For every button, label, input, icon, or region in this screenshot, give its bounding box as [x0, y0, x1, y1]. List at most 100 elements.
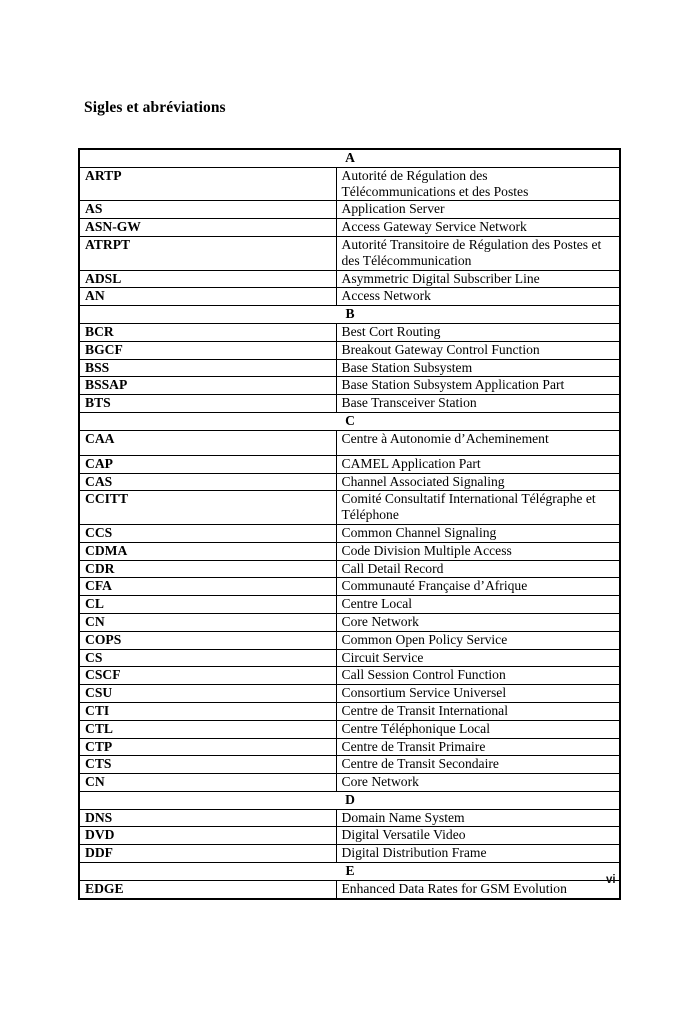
table-row: AS Application Server [78, 200, 621, 220]
table-row: CTS Centre de Transit Secondaire [78, 755, 621, 775]
table-row: COPS Common Open Policy Service [78, 630, 621, 650]
definition-cell: Comité Consultatif International Télégra… [335, 490, 621, 525]
definition-cell: Enhanced Data Rates for GSM Evolution [335, 879, 621, 900]
definition-cell: Centre de Transit Primaire [335, 737, 621, 757]
definition-cell: Autorité Transitoire de Régulation des P… [335, 235, 621, 271]
table-row: BGCF Breakout Gateway Control Function [78, 340, 621, 360]
acronym-cell: CSCF [78, 666, 337, 686]
acronym-cell: ARTP [78, 166, 337, 202]
definition-line: Circuit Service [341, 649, 424, 665]
table-row: ASN-GW Access Gateway Service Network [78, 218, 621, 237]
table-row: CCS Common Channel Signaling [78, 523, 621, 543]
definition-line: Base Station Subsystem Application Part [341, 377, 565, 393]
acronym-cell: DNS [78, 808, 337, 828]
definition-cell: Breakout Gateway Control Function [335, 340, 621, 360]
definition-line: Comité Consultatif International Télégra… [341, 491, 596, 507]
definition-line: Centre de Transit Primaire [341, 738, 486, 754]
definition-line: CAMEL Application Part [341, 455, 481, 471]
table-row: CSU Consortium Service Universel [78, 684, 621, 703]
table-row: EDGE Enhanced Data Rates for GSM Evolutio… [78, 879, 621, 900]
section-letter: B [78, 305, 621, 324]
definition-line: Enhanced Data Rates for GSM Evolution [341, 880, 567, 896]
definition-cell: Access Gateway Service Network [335, 218, 621, 237]
table-row: DDF Digital Distribution Frame [78, 844, 621, 864]
definition-line: Centre de Transit International [341, 702, 509, 718]
acronym-cell: COPS [78, 630, 337, 650]
acronym-cell: CAP [78, 454, 337, 474]
definition-line: Access Network [341, 288, 431, 304]
acronym-cell: CN [78, 612, 337, 632]
acronym-cell: CFA [78, 577, 337, 597]
acronym-cell: DVD [78, 826, 337, 846]
definition-cell: Channel Associated Signaling [335, 472, 621, 492]
definition-cell: Circuit Service [335, 648, 621, 668]
definition-cell: Common Open Policy Service [335, 630, 621, 650]
definition-cell: Base Station Subsystem [335, 358, 621, 378]
table-row: CN Core Network [78, 612, 621, 632]
definition-line: Breakout Gateway Control Function [341, 341, 540, 357]
definition-line: Communauté Française d’Afrique [341, 578, 528, 594]
acronym-cell: BSSAP [78, 376, 337, 396]
acronym-cell: BTS [78, 394, 337, 413]
definition-cell: Code Division Multiple Access [335, 541, 621, 561]
table-row: CTP Centre de Transit Primaire [78, 737, 621, 757]
section-header-row: A [78, 148, 621, 168]
acronym-cell: CTS [78, 755, 337, 775]
definition-cell: Centre Local [335, 595, 621, 614]
acronym-cell: CCS [78, 523, 337, 543]
section-letter: D [78, 790, 621, 810]
definition-line: Core Network [341, 613, 419, 629]
definition-cell: Call Session Control Function [335, 666, 621, 686]
table-row: ADSL Asymmetric Digital Subscriber Line [78, 269, 621, 289]
table-row: CTI Centre de Transit International [78, 701, 621, 721]
acronym-cell: EDGE [78, 879, 337, 900]
definition-cell: Centre à Autonomie d’Acheminement [335, 429, 621, 456]
definition-cell: Centre de Transit Secondaire [335, 755, 621, 775]
definition-line: Core Network [341, 774, 419, 790]
definition-line: Common Channel Signaling [341, 524, 497, 540]
definition-line: Common Open Policy Service [341, 631, 508, 647]
definition-cell: Domain Name System [335, 808, 621, 828]
definition-line: Digital Versatile Video [341, 827, 466, 843]
section-header-row: D [78, 790, 621, 810]
table-row: CS Circuit Service [78, 648, 621, 668]
acronym-cell: DDF [78, 844, 337, 864]
acronym-cell: AS [78, 200, 337, 220]
definition-cell: CAMEL Application Part [335, 454, 621, 474]
definition-cell: Digital Versatile Video [335, 826, 621, 846]
abbreviations-table: A ARTP Autorité de Régulation des Télécommu… [78, 148, 622, 900]
definition-cell: Core Network [335, 612, 621, 632]
table-row: ARTP Autorité de Régulation des Télécommun… [78, 166, 621, 202]
definition-cell: Centre de Transit International [335, 701, 621, 721]
abbreviations-table-body: A ARTP Autorité de Régulation des Télécommu… [78, 148, 621, 900]
definition-cell: Common Channel Signaling [335, 523, 621, 543]
definition-line: des Télécommunication [341, 252, 472, 268]
definition-cell: Autorité de Régulation des Télécommunicat… [335, 166, 621, 202]
definition-line: Access Gateway Service Network [341, 219, 527, 235]
acronym-cell: CAS [78, 472, 337, 492]
acronym-cell: CDMA [78, 541, 337, 561]
table-row: AN Access Network [78, 287, 621, 307]
acronym-cell: CCITT [78, 490, 337, 525]
definition-line: Autorité Transitoire de Régulation des P… [341, 236, 602, 252]
definition-line: Call Detail Record [341, 560, 444, 576]
table-row: CTL Centre Téléphonique Local [78, 719, 621, 739]
table-row: CAA Centre à Autonomie d’Acheminement [78, 429, 621, 456]
acronym-cell: ATRPT [78, 235, 337, 271]
definition-cell: Asymmetric Digital Subscriber Line [335, 269, 621, 289]
definition-line: Téléphone [341, 507, 399, 523]
acronym-cell: BGCF [78, 340, 337, 360]
table-row: CL Centre Local [78, 595, 621, 614]
definition-cell: Communauté Française d’Afrique [335, 577, 621, 597]
table-row: DVD Digital Versatile Video [78, 826, 621, 846]
acronym-cell: CTP [78, 737, 337, 757]
section-header-row: C [78, 411, 621, 431]
definition-cell: Call Detail Record [335, 559, 621, 579]
definition-line: Autorité de Régulation des [341, 167, 488, 183]
table-row: BCR Best Cort Routing [78, 322, 621, 342]
acronym-cell: AN [78, 287, 337, 307]
definition-cell: Consortium Service Universel [335, 684, 621, 703]
definition-line: Centre à Autonomie d’Acheminement [341, 430, 549, 446]
table-row: BTS Base Transceiver Station [78, 394, 621, 413]
